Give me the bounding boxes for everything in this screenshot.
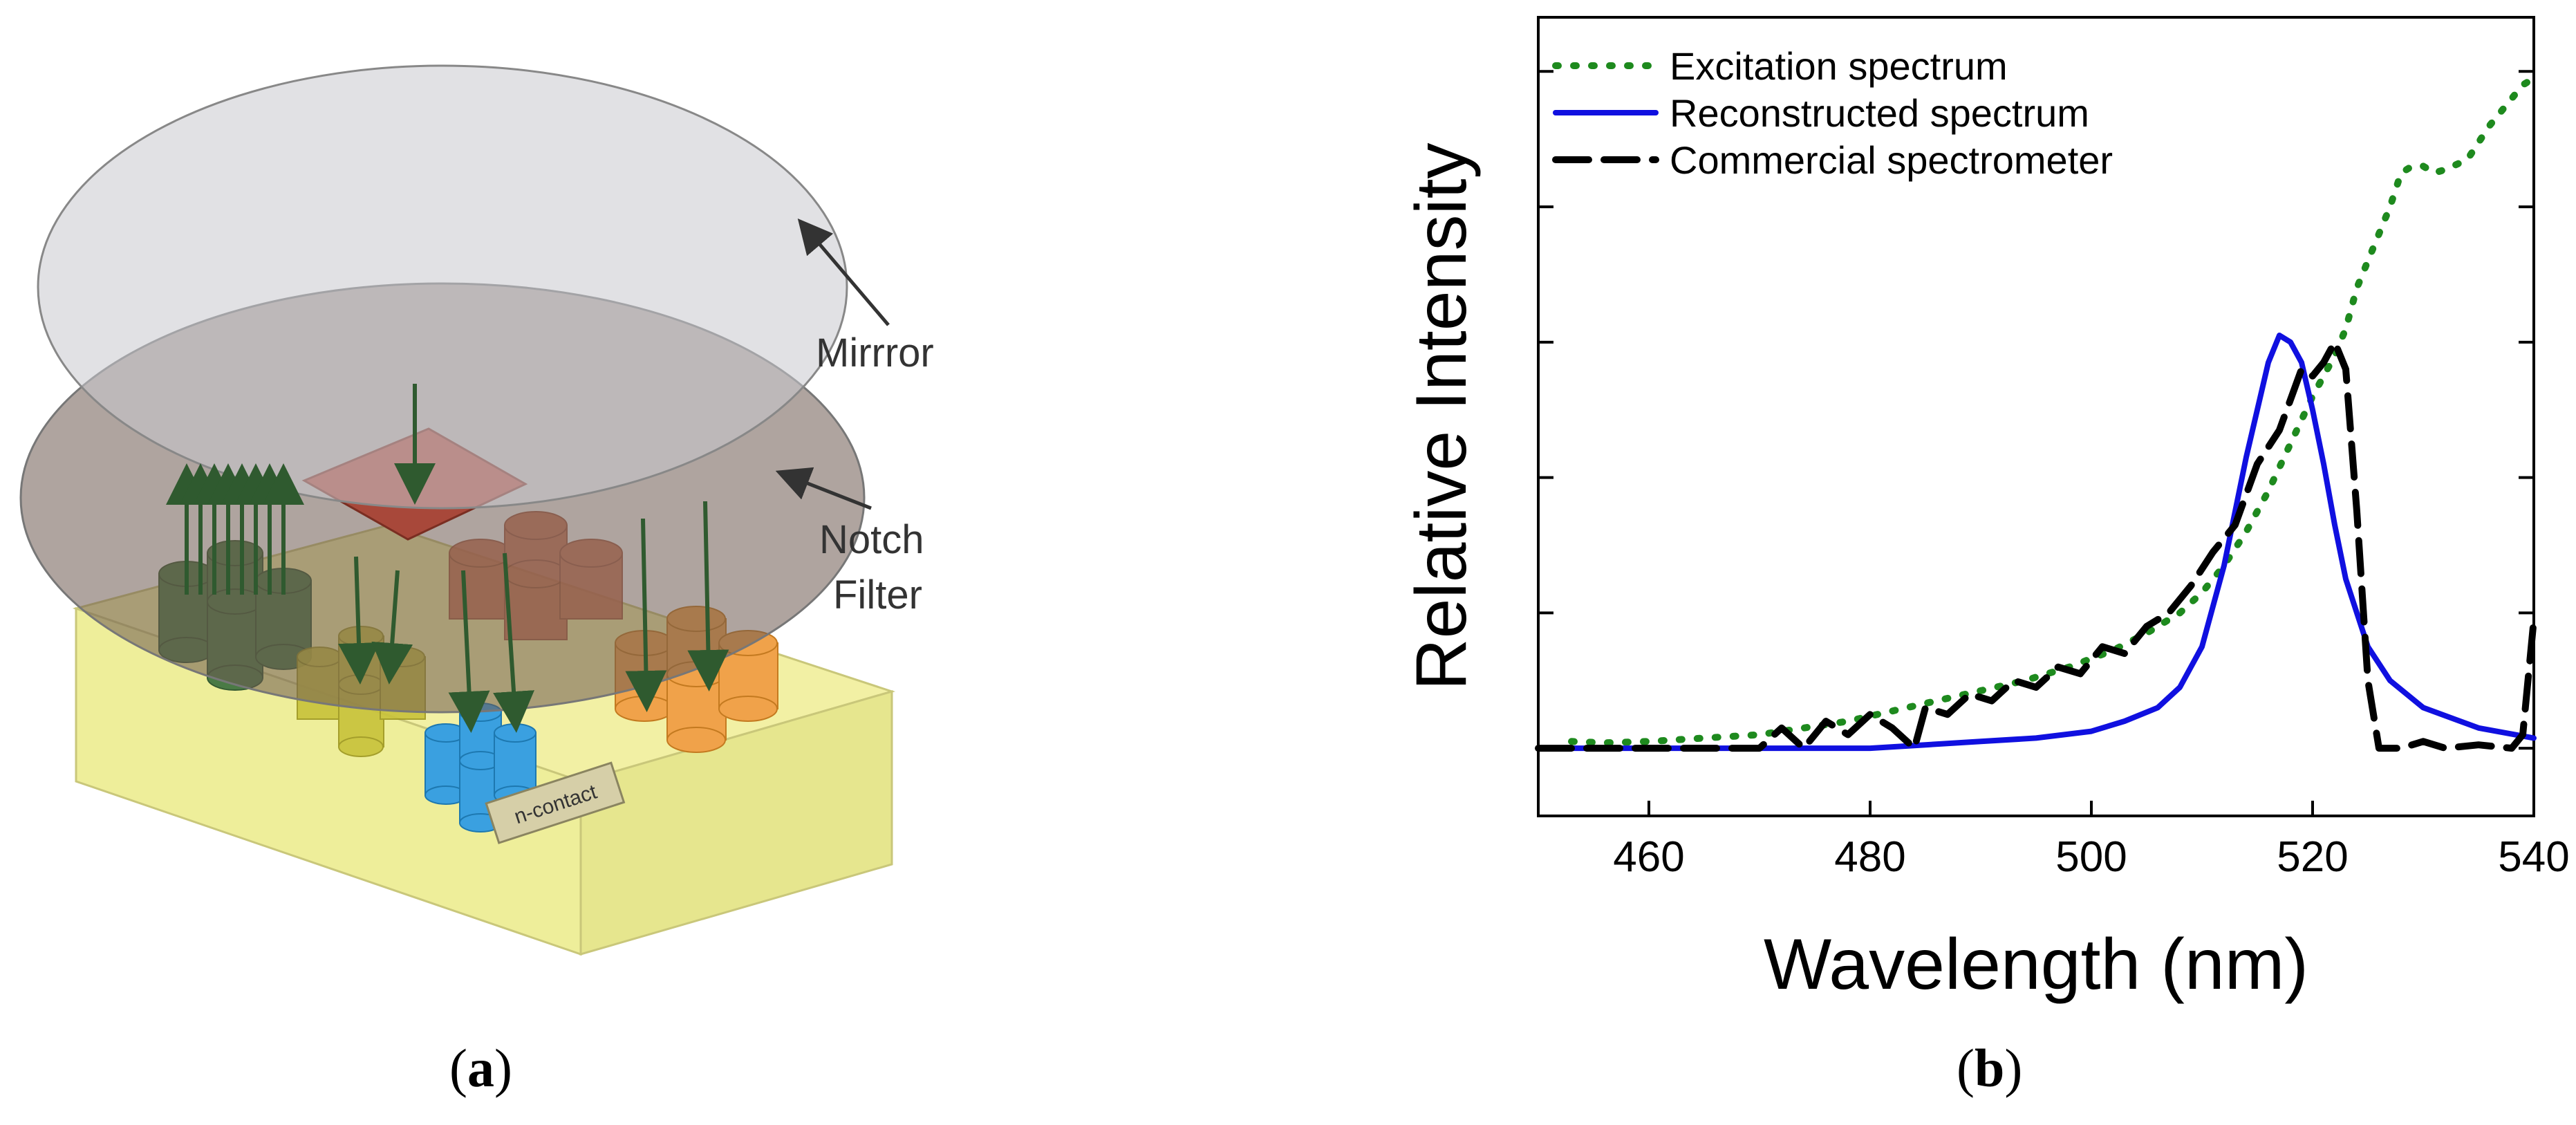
x-tick-label: 540 xyxy=(2498,833,2569,881)
series-line-1 xyxy=(1568,75,2537,747)
x-axis-label: Wavelength (nm) xyxy=(1764,924,2308,1005)
legend-label-3: Commercial spectrometer xyxy=(1670,138,2113,182)
mirror-disk xyxy=(37,64,848,510)
legend-label-2: Reconstructed spectrum xyxy=(1670,91,2089,135)
x-tick-label: 520 xyxy=(2277,833,2348,881)
plot-frame xyxy=(1537,16,2535,817)
mirror-pointer-arrow xyxy=(797,218,890,326)
caption-b: (b) xyxy=(1957,1038,2023,1098)
device-schematic: n-contact Mirrror Notch Filter xyxy=(19,64,934,956)
caption-a: (a) xyxy=(449,1038,512,1098)
x-tick-label: 460 xyxy=(1613,833,1684,881)
legend-label-1: Excitation spectrum xyxy=(1670,44,2008,88)
notch-label-line1: Notch xyxy=(819,517,924,562)
mirror-label: Mirrror xyxy=(816,331,934,375)
spectrum-chart: 460 480 500 520 540 Wavelength (nm) Relative I… xyxy=(1401,16,2570,1005)
series-line-3 xyxy=(1535,338,2537,752)
notch-label-line2: Filter xyxy=(833,573,922,617)
x-tick-label: 480 xyxy=(1834,833,1905,881)
n-contact-pad: n-contact xyxy=(485,761,626,844)
x-tick-label: 500 xyxy=(2055,833,2127,881)
y-axis-label: Relative Intensity xyxy=(1401,143,1482,691)
light-arrows xyxy=(166,384,729,733)
notch-pointer-arrow xyxy=(775,467,872,510)
